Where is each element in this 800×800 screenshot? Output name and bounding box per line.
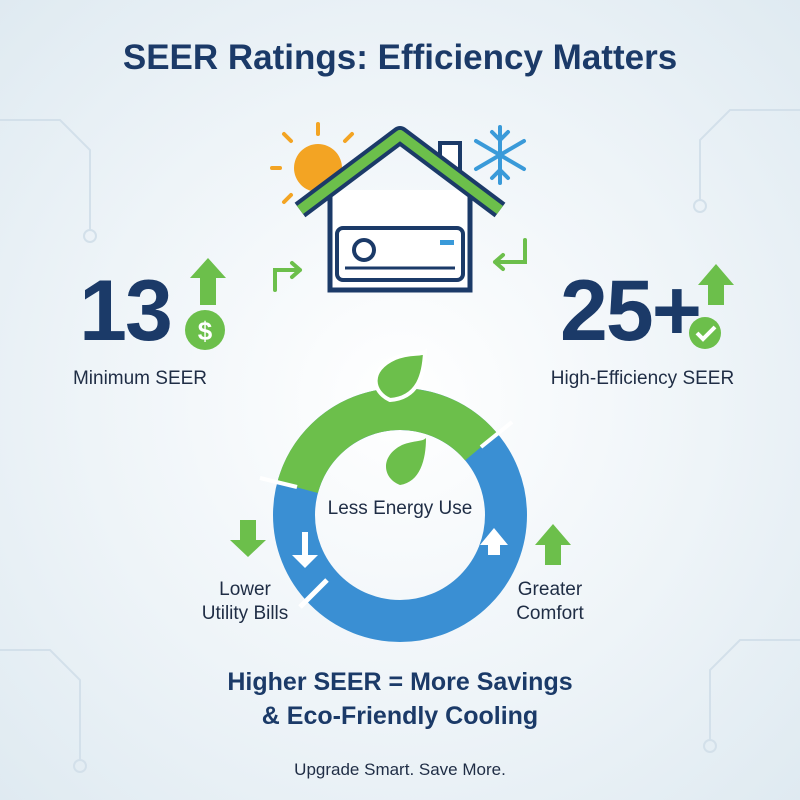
right-icons (689, 264, 734, 349)
tagline-line: Higher SEER = More Savings (227, 668, 573, 696)
ring-center-label: Less Energy Use (327, 498, 473, 519)
ring-left-label: Lower Utility Bills (180, 578, 310, 626)
circuit-decor (0, 109, 800, 773)
tagline: Higher SEER = More Savings & Eco-Friendl… (0, 665, 800, 733)
footer: Upgrade Smart. Save More. (294, 760, 506, 779)
ring-right-label: Greater Comfort (490, 578, 610, 626)
ring-right-line: Greater (517, 579, 583, 600)
house-icon (273, 126, 527, 293)
ring (230, 348, 571, 642)
left-icons: $ (185, 258, 226, 350)
high-seer-value: 25+ (560, 263, 702, 359)
title: SEER Ratings: Efficiency Matters (122, 38, 678, 77)
ring-left-line: Utility Bills (201, 603, 289, 624)
ring-right-line: Comfort (516, 603, 584, 624)
ring-left-line: Lower (219, 579, 271, 600)
svg-text:$: $ (198, 316, 213, 346)
high-seer-label: High-Efficiency SEER (550, 368, 735, 389)
snowflake-icon (474, 125, 526, 185)
tagline-line: & Eco-Friendly Cooling (261, 702, 539, 730)
min-seer-value: 13 (79, 263, 173, 359)
min-seer-label: Minimum SEER (72, 368, 208, 389)
